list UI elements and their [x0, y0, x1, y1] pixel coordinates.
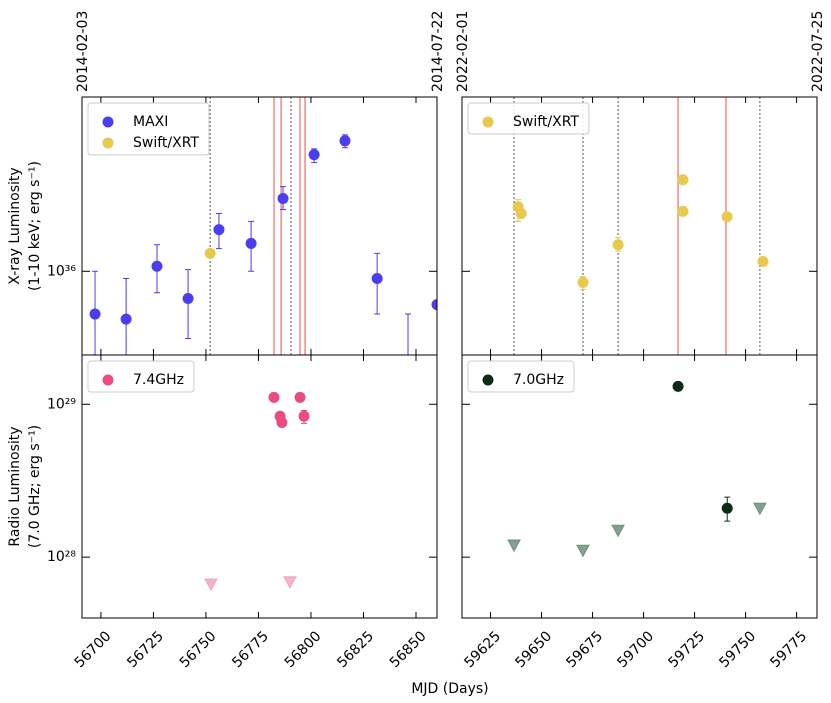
y-axis-label: (1-10 keV; erg s⁻¹): [27, 161, 43, 291]
point: [431, 299, 437, 311]
x-tick-label: 59750: [716, 628, 759, 671]
x-tick-label: 56750: [177, 628, 220, 671]
x-tick-label: 56700: [72, 628, 115, 671]
legend-label: Swift/XRT: [133, 135, 199, 151]
point: [276, 416, 288, 428]
point: [677, 174, 689, 186]
point: [245, 237, 257, 249]
x-axis-label: MJD (Days): [411, 681, 488, 697]
y-axis-label: Radio Luminosity: [7, 426, 23, 546]
legend-marker: [482, 374, 494, 386]
y-tick-label: 10²⁹: [47, 396, 76, 412]
x2-tick-label: 2022-07-25: [810, 11, 826, 92]
legend-marker: [102, 116, 114, 128]
x-tick-label: 59675: [563, 628, 606, 671]
point: [403, 370, 414, 381]
legend-label: 7.0GHz: [513, 372, 564, 388]
point: [721, 502, 733, 514]
point: [577, 276, 589, 288]
point: [182, 293, 194, 305]
error-bar: [92, 270, 99, 355]
legend-label: Swift/XRT: [513, 114, 579, 130]
x-tick-label: 56775: [229, 628, 272, 671]
error-bar: [123, 278, 130, 355]
point: [612, 239, 624, 251]
plot-area: [507, 380, 767, 558]
axes-frame: [461, 354, 818, 619]
x-tick-label: 59625: [461, 628, 504, 671]
legend-marker: [482, 116, 494, 128]
point: [89, 308, 101, 320]
x2-tick-label: 2022-02-01: [455, 11, 471, 92]
error-bar: [405, 313, 412, 355]
legend: 7.0GHz: [467, 360, 575, 393]
upper-limit-marker: [753, 502, 767, 516]
legend: 7.4GHz: [87, 360, 195, 393]
upper-limit-marker: [283, 576, 297, 589]
plot-area: [89, 97, 437, 381]
legend-box: [467, 360, 575, 393]
point: [757, 255, 769, 267]
x-tick-label: 59725: [665, 628, 708, 671]
point: [721, 211, 733, 223]
point: [339, 135, 351, 147]
x-tick-label: 59700: [614, 628, 657, 671]
point: [308, 149, 320, 161]
point: [204, 247, 216, 259]
axes-frame: [461, 96, 818, 356]
upper-limit-marker: [611, 524, 625, 538]
legend-label: 7.4GHz: [133, 372, 184, 388]
upper-limit-marker: [576, 544, 590, 558]
x-tick-label: 59775: [767, 628, 810, 671]
point: [120, 313, 132, 325]
point: [298, 410, 310, 422]
y-axis-label: (7.0 GHz; erg s⁻¹): [27, 425, 43, 548]
legend-marker: [102, 374, 114, 386]
x2-tick-label: 2014-02-03: [75, 11, 91, 92]
legend: Swift/XRT: [467, 102, 590, 135]
error-bar: [185, 269, 192, 339]
legend: MAXI Swift/XRT: [87, 102, 210, 156]
y-tick-label: 10²⁸: [47, 549, 76, 565]
point: [677, 205, 689, 217]
point: [515, 208, 527, 220]
plot-area: [512, 97, 769, 355]
point: [277, 192, 289, 204]
point: [294, 391, 306, 403]
y-axis-label: X-ray Luminosity: [7, 167, 23, 284]
point: [268, 391, 280, 403]
legend-marker: [102, 137, 114, 149]
point: [672, 380, 684, 392]
point: [213, 224, 225, 236]
point: [371, 273, 383, 285]
point: [151, 260, 163, 272]
legend-box: [467, 102, 590, 135]
upper-limit-marker: [507, 539, 521, 553]
x-tick-label: 56725: [124, 628, 167, 671]
x-tick-label: 59650: [512, 628, 555, 671]
legend-box: [87, 102, 210, 156]
axes-frame: [81, 354, 438, 619]
x-tick-label: 56850: [387, 628, 430, 671]
x2-tick-label: 2014-07-22: [430, 11, 446, 92]
y-tick-label: 10³⁶: [47, 263, 76, 279]
legend-label: MAXI: [133, 114, 168, 130]
plot-area: [204, 391, 310, 592]
x-tick-label: 56825: [334, 628, 377, 671]
legend-box: [87, 360, 195, 393]
x-tick-label: 56800: [282, 628, 325, 671]
upper-limit-marker: [204, 578, 218, 592]
